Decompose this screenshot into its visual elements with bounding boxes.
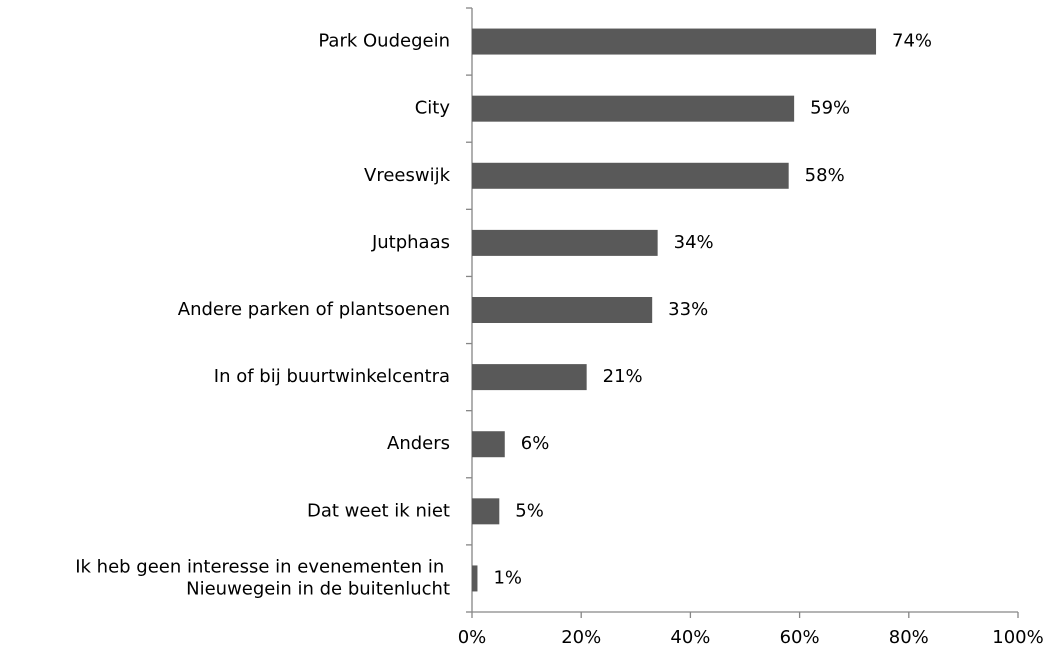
x-tick-label: 80% (889, 627, 929, 648)
y-tick-label: City (415, 98, 451, 119)
value-label: 5% (515, 500, 544, 521)
y-tick-label: Jutphaas (371, 232, 450, 253)
bar (472, 297, 653, 323)
y-tick-label: Dat weet ik niet (307, 500, 450, 521)
bar (472, 28, 877, 55)
value-label: 21% (603, 366, 643, 387)
value-label: 74% (892, 31, 932, 52)
y-tick-label: Ik heb geen interesse in evenementen in … (75, 556, 450, 599)
value-label: 33% (668, 299, 708, 320)
bar (472, 162, 789, 189)
y-tick-label: Anders (387, 433, 450, 454)
bar (472, 565, 478, 592)
x-tick-label: 60% (780, 627, 820, 648)
x-tick-label: 40% (670, 627, 710, 648)
value-label: 6% (521, 433, 550, 454)
bar (472, 229, 658, 256)
y-tick-label: Park Oudegein (318, 31, 450, 52)
y-tick-label: Vreeswijk (364, 165, 451, 186)
bar (472, 364, 587, 391)
value-label: 59% (810, 98, 850, 119)
y-tick-label: Andere parken of plantsoenen (178, 299, 450, 320)
bar (472, 95, 795, 122)
x-tick-label: 20% (561, 627, 601, 648)
bar (472, 498, 500, 525)
value-label: 34% (674, 232, 714, 253)
x-tick-label: 100% (992, 627, 1043, 648)
y-tick-label: In of bij buurtwinkelcentra (214, 366, 450, 387)
value-label: 58% (805, 165, 845, 186)
value-label: 1% (493, 567, 522, 588)
x-tick-label: 0% (458, 627, 487, 648)
bar (472, 431, 505, 458)
